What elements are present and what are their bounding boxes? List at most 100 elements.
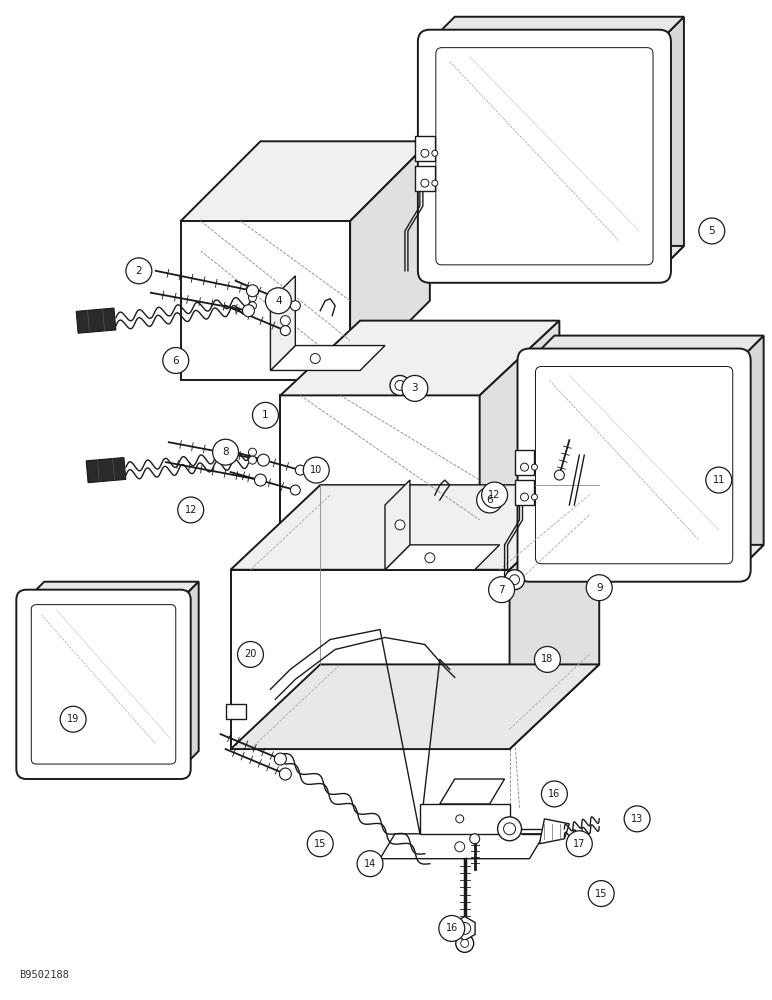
FancyBboxPatch shape (536, 366, 733, 564)
Text: 19: 19 (67, 714, 80, 724)
Polygon shape (280, 321, 560, 395)
Circle shape (246, 285, 259, 297)
Circle shape (421, 149, 428, 157)
Circle shape (279, 768, 291, 780)
Text: 4: 4 (275, 296, 282, 306)
FancyBboxPatch shape (517, 349, 750, 582)
Text: 11: 11 (713, 475, 725, 485)
Circle shape (126, 258, 152, 284)
Circle shape (455, 842, 465, 852)
Text: 5: 5 (709, 226, 715, 236)
Polygon shape (430, 246, 684, 271)
Text: B9502188: B9502188 (19, 970, 69, 980)
Circle shape (469, 834, 479, 844)
Text: 13: 13 (631, 814, 643, 824)
Polygon shape (225, 704, 245, 719)
FancyBboxPatch shape (16, 590, 191, 779)
Polygon shape (540, 819, 569, 844)
Circle shape (249, 448, 256, 456)
Circle shape (432, 180, 438, 186)
Circle shape (588, 881, 615, 907)
Polygon shape (270, 276, 296, 370)
Circle shape (242, 305, 255, 317)
Circle shape (238, 641, 263, 667)
Circle shape (425, 553, 435, 563)
Polygon shape (659, 17, 684, 271)
Circle shape (307, 831, 334, 857)
Circle shape (258, 454, 269, 466)
Polygon shape (350, 141, 430, 380)
Circle shape (459, 922, 471, 934)
Polygon shape (181, 582, 198, 769)
Circle shape (249, 456, 256, 464)
Polygon shape (181, 221, 350, 380)
Text: 10: 10 (310, 465, 323, 475)
Circle shape (520, 463, 529, 471)
Circle shape (554, 470, 564, 480)
Circle shape (395, 520, 405, 530)
Circle shape (455, 815, 464, 823)
Text: 12: 12 (489, 490, 501, 500)
Circle shape (498, 817, 522, 841)
Polygon shape (26, 582, 198, 600)
Circle shape (402, 375, 428, 401)
Polygon shape (510, 485, 599, 749)
Circle shape (60, 706, 86, 732)
Polygon shape (280, 395, 479, 550)
Circle shape (357, 851, 383, 877)
FancyBboxPatch shape (436, 48, 653, 265)
Circle shape (280, 326, 290, 336)
Circle shape (280, 316, 290, 326)
Polygon shape (430, 17, 684, 42)
Polygon shape (415, 166, 435, 191)
Text: 20: 20 (244, 649, 256, 659)
Circle shape (421, 179, 428, 187)
Polygon shape (530, 336, 764, 361)
Circle shape (395, 380, 405, 390)
Polygon shape (455, 916, 475, 940)
Polygon shape (739, 336, 764, 570)
Text: 15: 15 (314, 839, 327, 849)
Circle shape (624, 806, 650, 832)
Circle shape (290, 301, 300, 311)
Circle shape (249, 302, 256, 310)
Circle shape (252, 402, 279, 428)
Circle shape (290, 485, 300, 495)
Circle shape (699, 218, 725, 244)
Text: 12: 12 (185, 505, 197, 515)
Text: 9: 9 (596, 583, 602, 593)
Text: 16: 16 (548, 789, 560, 799)
Circle shape (706, 467, 732, 493)
Polygon shape (420, 804, 510, 834)
Circle shape (503, 823, 516, 835)
Circle shape (461, 939, 469, 947)
Polygon shape (86, 458, 126, 483)
Polygon shape (231, 664, 599, 749)
Polygon shape (440, 779, 505, 804)
Circle shape (432, 150, 438, 156)
Text: 6: 6 (172, 356, 179, 366)
Text: 15: 15 (595, 889, 608, 899)
Text: 1: 1 (262, 410, 269, 420)
Polygon shape (231, 485, 599, 570)
Circle shape (489, 577, 514, 603)
Text: 17: 17 (573, 839, 585, 849)
Circle shape (266, 288, 291, 314)
Circle shape (296, 465, 305, 475)
Circle shape (476, 487, 503, 513)
Polygon shape (380, 834, 544, 859)
Polygon shape (514, 450, 534, 475)
FancyBboxPatch shape (32, 605, 176, 764)
Circle shape (303, 457, 329, 483)
Text: 2: 2 (136, 266, 142, 276)
Circle shape (310, 354, 320, 363)
Text: 8: 8 (222, 447, 229, 457)
Polygon shape (530, 545, 764, 570)
Circle shape (455, 934, 474, 952)
Text: 16: 16 (445, 923, 458, 933)
Circle shape (163, 348, 188, 373)
Polygon shape (270, 346, 385, 370)
Text: 18: 18 (541, 654, 554, 664)
Polygon shape (181, 141, 430, 221)
Polygon shape (385, 480, 410, 570)
